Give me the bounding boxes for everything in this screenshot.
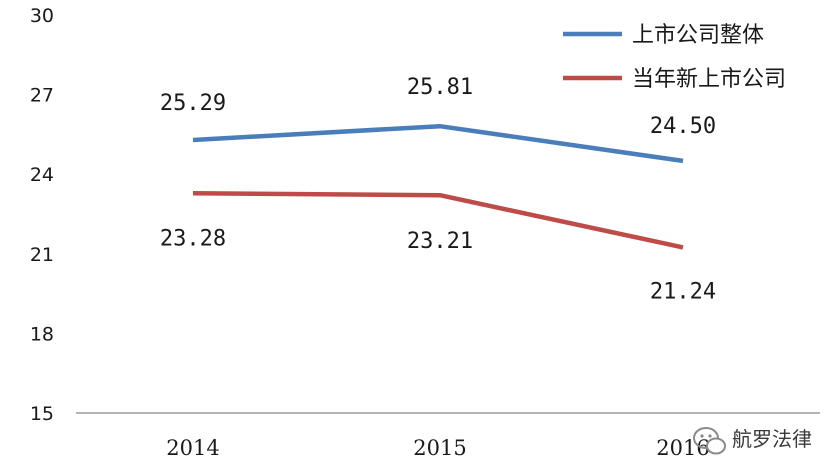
y-tick-label: 27: [30, 85, 54, 107]
y-tick-label: 30: [30, 5, 54, 27]
series-lines: [192, 123, 684, 250]
y-axis-ticks: 15 18 21 24 27 30: [30, 5, 54, 425]
data-label: 24.50: [650, 114, 716, 139]
series-line-overall: [192, 123, 684, 164]
legend-label: 当年新上市公司: [632, 67, 786, 92]
x-tick-label: 2015: [413, 436, 466, 460]
y-tick-label: 15: [30, 403, 54, 425]
watermark: 航罗法律: [693, 427, 812, 455]
legend-label: 上市公司整体: [632, 23, 764, 48]
watermark-text: 航罗法律: [732, 427, 812, 451]
data-labels: 25.29 25.81 24.50 23.28 23.21 21.24: [160, 75, 716, 304]
data-label: 21.24: [650, 279, 716, 304]
y-tick-label: 18: [30, 323, 54, 345]
data-label: 25.29: [160, 91, 226, 116]
data-label: 23.28: [160, 226, 226, 251]
x-axis-ticks: 2014 2015 2016: [166, 436, 709, 460]
x-tick-label: 2014: [166, 436, 219, 460]
wechat-icon: [693, 427, 726, 455]
y-tick-label: 24: [30, 164, 54, 186]
data-label: 25.81: [407, 75, 473, 100]
y-tick-label: 21: [30, 244, 54, 266]
data-label: 23.21: [407, 229, 473, 254]
series-line-new-listed: [192, 191, 684, 250]
